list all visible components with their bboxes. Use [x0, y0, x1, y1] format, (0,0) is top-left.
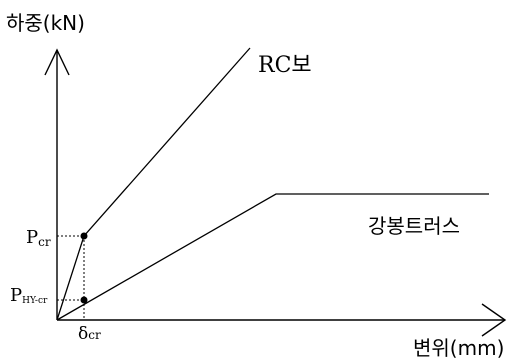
- rc-beam-curve: [57, 48, 250, 320]
- delta-cr-subscript: cr: [88, 328, 101, 342]
- steel-truss-curve: [57, 194, 489, 320]
- p-hy-cr-point: [81, 297, 88, 304]
- p-cr-point: [81, 233, 88, 240]
- p-cr-main: P: [26, 227, 38, 248]
- p-hy-cr-main: P: [10, 285, 22, 306]
- p-cr-label: Pcr: [26, 227, 51, 249]
- p-cr-subscript: cr: [38, 235, 51, 249]
- p-hy-cr-subscript: HY-cr: [22, 296, 48, 306]
- x-axis-label: 변위(mm): [413, 336, 504, 360]
- delta-cr-label: δcr: [78, 324, 101, 344]
- rc-beam-label: RC보: [258, 53, 312, 78]
- p-hy-cr-label: PHY-cr: [10, 285, 48, 306]
- y-axis-label: 하중(kN): [6, 11, 85, 35]
- delta-cr-main: δ: [78, 324, 88, 344]
- steel-truss-label: 강봉트러스: [368, 214, 460, 238]
